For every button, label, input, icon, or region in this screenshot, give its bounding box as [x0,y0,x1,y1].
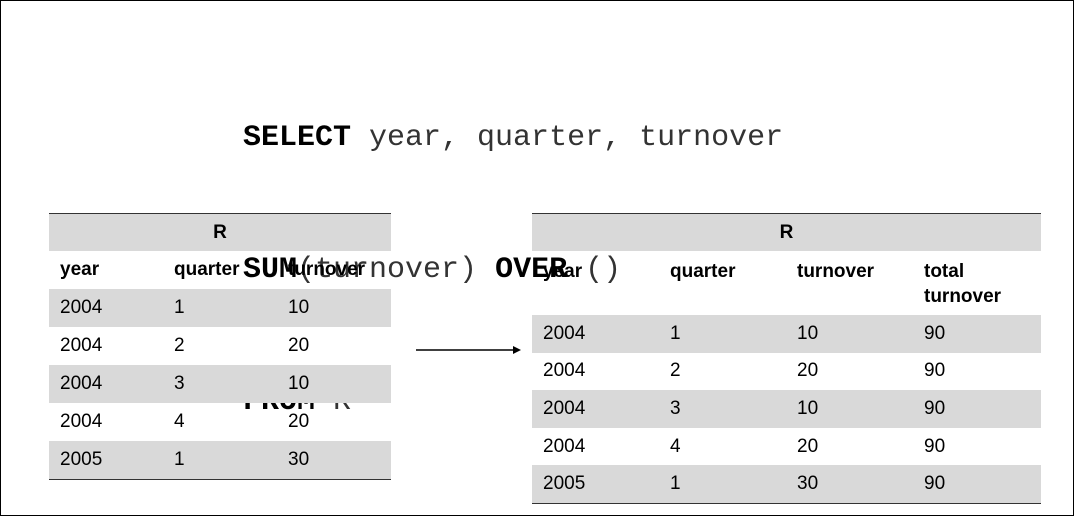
cell-quarter: 3 [163,365,277,403]
cell-turnover: 20 [288,335,310,356]
table-row: 2004 3 10 90 [532,390,1041,428]
cell-year: 2004 [60,335,103,356]
column-header-year: year [543,261,583,282]
cell-year: 2004 [543,360,586,382]
column-header-turnover: turnover [288,259,366,280]
cell-turnover: 10 [786,390,913,428]
table-row: 2004 2 20 [49,327,391,365]
table-row: 2004 2 20 90 [532,353,1041,391]
cell-turnover: 30 [786,465,913,504]
table-row: 2005 1 30 [49,441,391,480]
sql-select-columns: year, quarter, turnover [351,121,784,155]
table-title: R [49,213,391,251]
table-title-row: R [49,213,391,251]
table-row: 2004 4 20 90 [532,428,1041,466]
cell-quarter: 1 [163,441,277,480]
sql-sum-argument: (turnover) [297,253,496,287]
cell-quarter: 2 [670,360,681,382]
result-relation-table: R year quarter turnover total turnover 2… [532,213,1041,504]
cell-year: 2004 [49,365,163,403]
cell-total-turnover: 90 [924,360,946,382]
cell-turnover: 20 [797,435,819,457]
column-header-total-turnover: total turnover [924,261,1002,307]
cell-turnover: 10 [786,315,913,353]
column-header-quarter: quarter [174,259,240,280]
column-header-turnover: turnover [797,261,875,282]
sql-query: SELECT year, quarter, turnover SUM(turno… [243,28,783,468]
cell-year: 2004 [532,315,659,353]
column-header-year: year [60,259,100,280]
cell-quarter: 1 [163,289,277,327]
cell-total-turnover: 90 [913,465,1041,504]
sql-keyword-sum: SUM [243,253,298,287]
table-row: 2005 1 30 90 [532,465,1041,504]
cell-turnover: 20 [797,360,819,382]
cell-year: 2005 [532,465,659,504]
sql-line-sum: SUM(turnover) OVER () [243,248,783,292]
cell-quarter: 1 [659,315,786,353]
sql-line-select: SELECT year, quarter, turnover [243,116,783,160]
table-row: 2004 1 10 90 [532,315,1041,353]
sql-keyword-select: SELECT [243,121,352,155]
sql-over-clause: () [567,253,622,287]
cell-turnover: 10 [277,365,391,403]
cell-turnover: 20 [288,411,310,432]
cell-quarter: 3 [659,390,786,428]
transformation-arrow-icon [416,346,521,354]
cell-year: 2004 [543,435,586,457]
table-title-row: R [532,213,1041,251]
cell-turnover: 10 [277,289,391,327]
cell-year: 2004 [49,289,163,327]
cell-quarter: 4 [174,411,185,432]
cell-total-turnover: 90 [913,390,1041,428]
cell-total-turnover: 90 [924,435,946,457]
input-relation-table: R year quarter turnover 2004 1 10 2004 2… [49,213,391,480]
cell-quarter: 2 [174,335,185,356]
cell-quarter: 1 [659,465,786,504]
column-header-quarter: quarter [670,261,736,282]
cell-turnover: 30 [277,441,391,480]
cell-year: 2004 [532,390,659,428]
cell-year: 2005 [49,441,163,480]
table-header-row: year quarter turnover [49,251,391,289]
table-row: 2004 3 10 [49,365,391,403]
table-row: 2004 1 10 [49,289,391,327]
table-row: 2004 4 20 [49,403,391,441]
cell-total-turnover: 90 [913,315,1041,353]
sql-keyword-over: OVER [495,253,568,287]
table-header-row: year quarter turnover total turnover [532,251,1041,315]
table-title: R [532,213,1041,251]
cell-quarter: 4 [670,435,681,457]
cell-year: 2004 [60,411,103,432]
